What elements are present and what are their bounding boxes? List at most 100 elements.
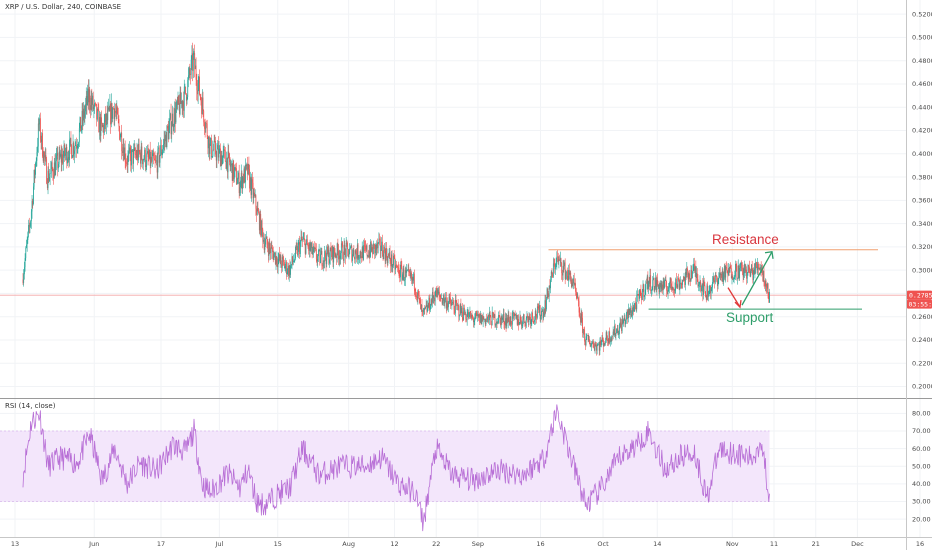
candle-body [639,289,640,299]
time-tick-label: 14 [653,540,661,548]
candle-body [714,275,716,283]
candle-body [557,256,558,258]
candle-body [247,164,249,175]
candle-body [649,275,651,284]
chart-title[interactable]: XRP / U.S. Dollar, 240, COINBASE [5,3,121,11]
candle-body [403,268,405,281]
candle-body [444,299,446,304]
candle-body [76,145,77,149]
up-arrowhead [764,251,774,259]
rsi-title[interactable]: RSI (14, close) [5,402,56,410]
candle-body [474,318,476,321]
candle-body [659,287,661,293]
candle-body [67,158,68,164]
candle-body [59,151,61,157]
candle-body [318,250,319,257]
candle-body [570,272,572,280]
candle-body [425,306,426,309]
candle-body [706,285,708,300]
candle-body [133,149,134,164]
candle-body [582,329,584,333]
candle-body [61,154,63,163]
candle-body [491,312,493,326]
candle-body [744,263,745,274]
candle-body [171,126,173,135]
candle-body [37,146,38,152]
candle-body [186,96,188,101]
rsi-pane[interactable] [0,404,770,532]
candle-body [189,68,191,74]
candle-body [195,65,197,80]
candle-body [350,246,352,247]
candle-body [660,283,662,289]
candle-body [716,275,718,281]
candle-body [614,325,616,336]
candle-body [273,254,275,260]
candle-body [347,249,349,258]
time-tick-label: 16 [536,540,544,548]
candle-body [607,339,608,341]
candle-body [126,163,128,165]
candle-body [527,317,529,322]
candle-body [612,331,614,337]
candle-body [615,333,617,336]
candle-body [427,305,428,312]
down-arrow[interactable] [727,287,741,308]
candle-body [657,284,659,286]
candle-body [550,280,551,289]
current-price-badge: 0.2785 03:55:34 [907,290,932,309]
candle-body [699,281,701,284]
up-arrow[interactable] [741,251,773,306]
candle-body [479,313,481,323]
price-pane[interactable] [0,42,906,356]
candle-body [225,161,227,169]
time-tick-label: 13 [11,540,19,548]
candle-body [603,343,605,347]
candle-body [83,108,85,118]
candle-body [587,334,589,341]
candle-body [154,160,156,161]
candle-body [597,344,599,346]
candle-body [229,153,230,163]
time-axis[interactable]: 13 Jun 17 Jul 15 Aug 12 22 Sep 16 Oct 14 Nov 11 21 Dec 1… [11,540,924,548]
candle-body [86,96,88,105]
candle-body [146,153,148,166]
candle-body [70,137,72,146]
candle-body [364,245,366,247]
candle-body [420,299,421,310]
candle-body [144,149,146,160]
candle-body [732,278,734,280]
candle-body [281,257,283,268]
candle-body [686,268,688,275]
candle-body [145,165,147,167]
candle-body [579,312,581,317]
time-tick-label: Jul [214,540,223,548]
price-tick-label: 0.2000 [912,383,932,391]
rsi-axis[interactable]: 80.00 70.00 60.00 50.00 40.00 30.00 20.00 [912,410,931,524]
candle-body [71,145,73,159]
candle-body [704,285,706,292]
candle-body [589,344,591,347]
candle-body [242,177,244,189]
candle-body [741,263,743,269]
candle-body [548,285,550,297]
candle-body [158,147,160,163]
candle-body [411,272,412,280]
candle-body [368,255,369,258]
candle-body [726,268,728,273]
candle-body [33,186,34,204]
candle-body [58,151,60,164]
candle-body [253,192,255,199]
candle-body [363,245,364,260]
candle-body [655,277,657,291]
candle-body [356,253,358,259]
candle-body [468,312,469,319]
candle-body [111,103,113,119]
candle-body [274,252,276,264]
candle-body [767,283,768,289]
projection-arrows[interactable] [727,251,774,309]
